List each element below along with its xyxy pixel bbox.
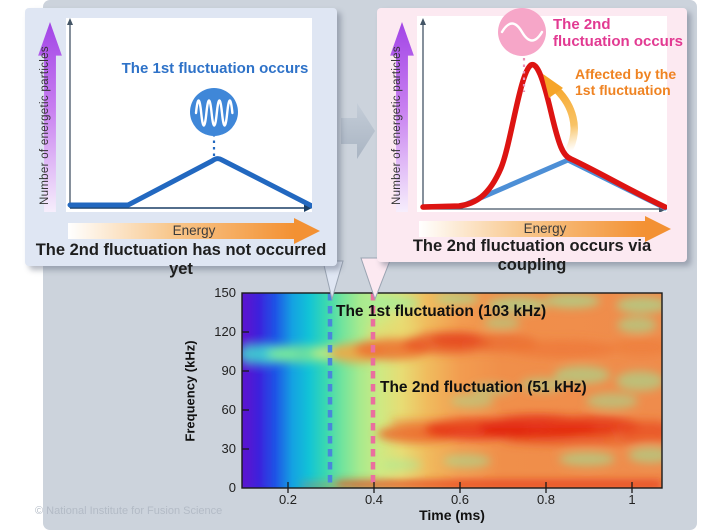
left-plot-area [66, 18, 315, 212]
right-panel-tail-icon [360, 257, 392, 301]
right-y-axis-label: Number of energetic particles [391, 46, 403, 206]
second-fluctuation-wave-icon [498, 8, 546, 56]
axis-ticks [242, 331, 633, 493]
xtick-08: 0.8 [536, 492, 556, 507]
particles-axis-arrow-icon [390, 22, 414, 212]
right-x-axis-label: Energy [523, 221, 567, 236]
right-panel-title-line2: fluctuation occurs [553, 33, 684, 50]
left-x-axis-label: Energy [172, 223, 216, 238]
spectrogram: 150 120 90 60 30 0 0.2 0.4 0.6 0.8 1 Fre… [183, 285, 663, 523]
energy-arrow-icon [68, 218, 320, 244]
xtick-04: 0.4 [364, 492, 384, 507]
first-fluctuation-wave-icon [190, 88, 238, 136]
coupling-effect-arrowhead-icon [543, 74, 563, 98]
first-fluctuation-annotation: The 1st fluctuation (103 kHz) [336, 303, 547, 320]
xtick-06: 0.6 [450, 492, 470, 507]
ytick-30: 30 [221, 441, 236, 456]
left-distribution-curve [67, 18, 315, 212]
right-panel-title-line1: The 2nd [553, 16, 611, 33]
energy-arrow-icon [419, 216, 671, 242]
coupling-effect-arrow-icon [553, 86, 578, 152]
coupling-annotation-line1: Affected by the [575, 66, 677, 82]
transition-arrow-icon [341, 103, 375, 159]
spectrogram-y-axis-title: Frequency (kHz) [182, 339, 198, 442]
spectrogram-x-axis-title: Time (ms) [419, 507, 485, 523]
ytick-150: 150 [214, 285, 236, 300]
coupling-annotation-line2: 1st fluctuation [575, 82, 671, 98]
left-panel-caption: The 2nd fluctuation has not occurred yet [35, 241, 327, 278]
xtick-02: 0.2 [278, 492, 298, 507]
ytick-90: 90 [221, 363, 236, 378]
ytick-120: 120 [214, 324, 236, 339]
second-fluctuation-annotation: The 2nd fluctuation (51 kHz) [380, 379, 587, 396]
left-panel-title: The 1st fluctuation occurs [121, 60, 309, 77]
panel-pointer-tails [322, 257, 392, 301]
right-plot-area [417, 16, 668, 213]
spectrogram-heatmap [241, 292, 663, 493]
right-panel-caption: The 2nd fluctuation occurs via coupling [412, 237, 652, 274]
ytick-60: 60 [221, 402, 236, 417]
right-distribution-curves [420, 18, 668, 213]
copyright-notice: © National Institute for Fusion Science [35, 505, 223, 517]
left-y-axis-label: Number of energetic particles [39, 46, 51, 206]
panel-after-coupling: Number of energetic particles The 2nd fl… [377, 8, 687, 274]
xtick-1: 1 [628, 492, 636, 507]
left-energy-axis: Energy [68, 218, 320, 244]
panel-before-coupling: Number of energetic particles The 1st fl… [25, 8, 337, 278]
ytick-0: 0 [228, 480, 236, 495]
right-panel-title: The 2nd fluctuation occurs [553, 16, 683, 50]
particles-axis-arrow-icon [38, 22, 62, 212]
right-energy-axis: Energy [419, 216, 671, 242]
coupling-annotation: Affected by the 1st fluctuation [575, 66, 676, 98]
